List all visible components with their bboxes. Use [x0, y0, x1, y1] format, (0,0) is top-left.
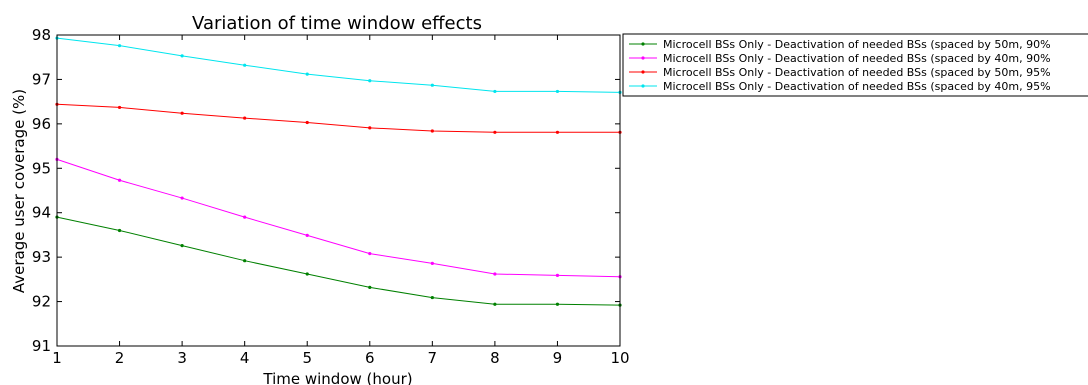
series-4-point [555, 89, 560, 94]
series-2-point [555, 273, 560, 277]
series-3-point [117, 105, 122, 110]
y-tick-label: 91 [32, 337, 51, 355]
series-1-point [243, 259, 247, 263]
y-axis-label: Average user coverage (%) [10, 89, 28, 293]
series-4-point [430, 83, 434, 87]
series-1-point [493, 302, 497, 306]
legend-swatch-marker [641, 56, 645, 60]
series-3-point [368, 126, 372, 130]
series-1-point [555, 302, 560, 306]
chart-title: Variation of time window effects [192, 13, 482, 34]
x-axis-label: Time window (hour) [262, 370, 412, 385]
series-4-point [368, 79, 372, 83]
series-3-point [305, 120, 309, 125]
y-tick-label: 97 [32, 70, 51, 88]
series-3-point [430, 129, 434, 133]
y-tick-label: 94 [32, 204, 51, 222]
legend-entry: Microcell BSs Only - Deactivation of nee… [663, 38, 1051, 51]
series-4-point [117, 44, 122, 48]
series-2-point [180, 196, 184, 200]
series-2-point [368, 251, 372, 256]
legend-swatch-marker [641, 84, 645, 88]
series-2-point [243, 215, 247, 219]
series-3-point [180, 111, 184, 115]
series-3-point [555, 130, 560, 134]
series-4-point [180, 54, 184, 58]
series-2-point [117, 178, 122, 182]
series-4-point [493, 89, 497, 94]
series-1-point [117, 228, 122, 233]
y-tick-label: 95 [32, 159, 51, 177]
series-line-4 [56, 37, 621, 93]
legend-swatch-marker [641, 42, 645, 46]
x-tick-label: 8 [490, 349, 500, 367]
y-tick-label: 96 [32, 115, 51, 133]
x-axis-ticks: 1 2 3 4 5 6 7 8 9 10 [52, 35, 630, 367]
x-tick-label: 2 [115, 349, 125, 367]
legend-box [622, 33, 1088, 97]
x-tick-label: 3 [177, 349, 187, 367]
x-tick-label: 5 [302, 349, 312, 367]
series-1-point [368, 285, 372, 289]
plot-frame [56, 34, 621, 347]
x-tick-label: 1 [52, 349, 62, 367]
x-tick-label: 10 [610, 349, 629, 367]
series-1-point [180, 243, 184, 248]
series-1-point [305, 272, 309, 276]
series-2-point [305, 233, 309, 237]
y-tick-label: 92 [32, 293, 51, 311]
y-axis-ticks: 91 92 93 94 95 96 97 98 [32, 26, 620, 355]
series-2-point [430, 261, 434, 265]
x-tick-label: 4 [240, 349, 250, 367]
series-line-1 [56, 216, 621, 306]
series-4-point [305, 72, 309, 76]
series-line-2 [56, 158, 621, 278]
x-tick-label: 6 [365, 349, 375, 367]
legend-entry: Microcell BSs Only - Deactivation of nee… [663, 80, 1051, 93]
series-2-point [493, 272, 497, 276]
series-line-3 [56, 103, 620, 133]
legend-entry: Microcell BSs Only - Deactivation of nee… [663, 52, 1051, 65]
series-3-point [243, 116, 247, 120]
plot-area [55, 36, 622, 307]
legend-swatch-marker [641, 70, 645, 74]
y-tick-label: 98 [32, 26, 51, 44]
legend: Microcell BSs Only - Deactivation of nee… [622, 33, 1088, 97]
series-1-point [430, 295, 434, 300]
x-tick-label: 9 [553, 349, 563, 367]
series-4-point [243, 63, 247, 67]
x-tick-label: 7 [428, 349, 438, 367]
y-tick-label: 93 [32, 248, 51, 266]
legend-entry: Microcell BSs Only - Deactivation of nee… [663, 66, 1051, 79]
series-3-point [493, 130, 497, 134]
